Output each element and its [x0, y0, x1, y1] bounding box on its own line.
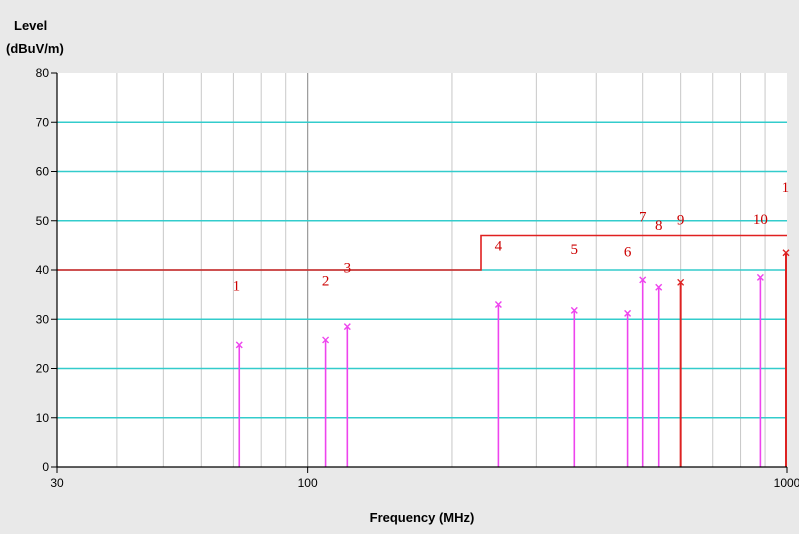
marker-label: 2 [322, 273, 330, 289]
peak-marker [570, 306, 578, 314]
marker-label: 7 [639, 210, 647, 226]
limit-layer [57, 234, 787, 271]
y-tick-label: 70 [36, 115, 50, 129]
marker-label: 8 [655, 218, 663, 234]
marker-label: 4 [495, 238, 503, 254]
marker-label: 1 [233, 279, 241, 295]
peak-layer [235, 249, 790, 467]
peak-marker [624, 309, 632, 317]
peak-marker [494, 300, 502, 308]
peak-marker [639, 276, 647, 284]
marker-label: 3 [344, 260, 352, 276]
y-tick-label: 0 [42, 460, 49, 474]
marker-layer: 1 234 5 678 9 101 [233, 180, 789, 295]
marker-label: 6 [624, 245, 632, 261]
peak-marker [343, 323, 351, 331]
y-axis-title-line2: (dBuV/m) [6, 41, 64, 56]
y-tick-label: 10 [36, 411, 50, 425]
x-tick-label: 100 [298, 476, 318, 490]
y-tick-label: 50 [36, 214, 50, 228]
y-tick-label: 80 [36, 66, 50, 80]
peak-marker [655, 283, 663, 291]
marker-label: 5 [571, 242, 579, 258]
x-tick-label: 1000 [774, 476, 799, 490]
y-tick-label: 40 [36, 263, 50, 277]
peak-marker [677, 278, 685, 286]
peak-marker [782, 249, 790, 257]
limit-line [57, 234, 787, 271]
x-axis-title: Frequency (MHz) [370, 510, 475, 525]
peak-marker [756, 273, 764, 281]
marker-label: 9 [677, 213, 685, 229]
tick-layer: 0 10 20 30 40 50 60 70 80 30 100 1000 [36, 66, 799, 490]
marker-label: 10 [753, 212, 768, 228]
y-tick-label: 30 [36, 312, 50, 326]
marker-label: 1 [782, 180, 790, 196]
y-tick-label: 60 [36, 165, 50, 179]
peak-marker [235, 341, 243, 349]
x-tick-label: 30 [50, 476, 64, 490]
peak-marker [322, 336, 330, 344]
y-tick-label: 20 [36, 362, 50, 376]
y-axis-title-line1: Level [14, 18, 47, 33]
